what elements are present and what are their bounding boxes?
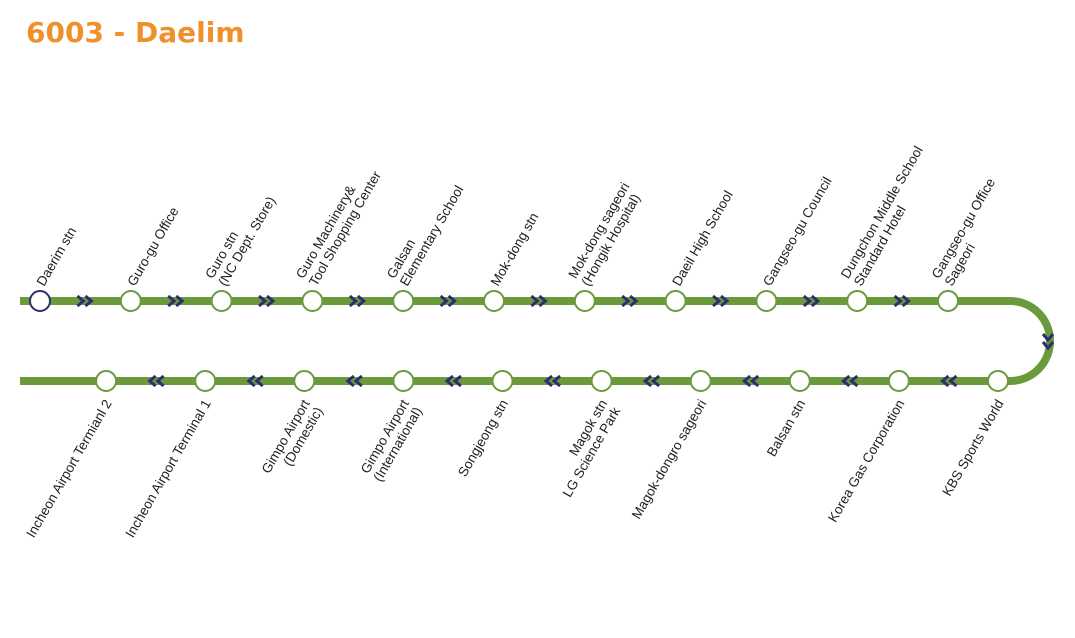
- station[interactable]: GalsanElementary School: [384, 175, 467, 312]
- station-label: GalsanElementary School: [384, 175, 467, 288]
- station-marker[interactable]: [293, 370, 316, 392]
- direction-chevron-icon: [348, 294, 367, 308]
- station-label: Mok-dong sageori(Hongik Hospital): [565, 180, 645, 289]
- station-label: Balsan stn: [764, 397, 809, 459]
- station-marker[interactable]: [483, 290, 505, 312]
- station-marker[interactable]: [689, 370, 712, 392]
- stations: Daerim stn Guro-gu Office Guro stn(NC Dept…: [23, 144, 1012, 540]
- station-marker[interactable]: [664, 290, 687, 312]
- station[interactable]: Guro Machinery&Tool Shopping Center: [293, 161, 384, 312]
- station-label: Dungchon Middle SchoolStandard Hotel: [838, 144, 939, 289]
- direction-chevron-icon: [712, 294, 730, 308]
- station[interactable]: KBS Sports World: [939, 370, 1009, 499]
- station[interactable]: Guro stn(NC Dept. Store): [202, 186, 278, 312]
- station-marker[interactable]: [95, 370, 118, 392]
- station-marker[interactable]: [29, 290, 51, 312]
- direction-chevron-icon: [841, 374, 859, 388]
- direction-chevron-icon: [345, 374, 363, 388]
- station-label: Gimpo Airport(International): [357, 397, 425, 484]
- station-label: Guro stn(NC Dept. Store): [202, 186, 278, 288]
- direction-chevron-icon: [893, 294, 911, 308]
- route-line: [20, 297, 1054, 385]
- station-marker[interactable]: [573, 290, 596, 312]
- direction-chevron-icon: [76, 294, 94, 308]
- direction-chevron-icon: [802, 294, 821, 308]
- route-title: 6003 - Daelim: [26, 16, 245, 49]
- direction-chevron-icon: [444, 374, 462, 388]
- station-marker[interactable]: [846, 290, 869, 312]
- station[interactable]: Incheon Airport Terminal 1: [123, 370, 217, 540]
- direction-chevron-icon: [147, 374, 165, 388]
- station-marker[interactable]: [887, 370, 910, 392]
- direction-chevron-icon: [530, 294, 548, 308]
- station-marker[interactable]: [392, 370, 415, 392]
- station-label: Guro-gu Office: [124, 205, 181, 289]
- station[interactable]: Magok-dongro sageori: [629, 370, 712, 521]
- station-label: Daerim stn: [34, 224, 80, 288]
- station-marker[interactable]: [301, 290, 324, 312]
- station[interactable]: Guro-gu Office: [119, 205, 182, 312]
- direction-chevron-icon: [167, 294, 185, 308]
- station-label: Gangseo-gu OfficeSageori: [929, 176, 1012, 289]
- station-label: Guro Machinery&Tool Shopping Center: [293, 161, 384, 289]
- direction-chevron-icon: [741, 374, 760, 388]
- direction-chevron-icon: [940, 374, 958, 388]
- station-marker[interactable]: [590, 370, 613, 392]
- direction-chevron-icon: [246, 374, 264, 388]
- station-marker[interactable]: [788, 370, 811, 392]
- station-marker[interactable]: [755, 290, 778, 312]
- station[interactable]: Gimpo Airport(Domestic): [259, 370, 326, 484]
- station-marker[interactable]: [937, 290, 959, 312]
- direction-chevron-icon: [543, 374, 562, 388]
- station-marker[interactable]: [119, 290, 142, 312]
- station[interactable]: Gangseo-gu Council: [755, 174, 835, 312]
- station-label: Magok stnLG Science Park: [547, 397, 624, 500]
- station[interactable]: Daeil High School: [664, 188, 736, 312]
- station-label: Incheon Airport Terminal 1: [123, 397, 214, 540]
- station-marker[interactable]: [491, 370, 514, 392]
- station[interactable]: Gangseo-gu OfficeSageori: [929, 176, 1012, 312]
- station-label: Daeil High School: [669, 188, 736, 288]
- direction-chevron-icon: [439, 294, 457, 308]
- direction-chevron-icon: [642, 374, 661, 388]
- station[interactable]: Incheon Airport Termianl 2: [23, 370, 118, 540]
- station-label: Gangseo-gu Council: [760, 174, 835, 288]
- station-marker[interactable]: [194, 370, 217, 392]
- direction-chevron-icon: [258, 294, 276, 308]
- station[interactable]: Mok-dong sageori(Hongik Hospital): [565, 180, 645, 312]
- station-label: Songjeong stn: [455, 397, 511, 479]
- station-label: Magok-dongro sageori: [629, 397, 710, 521]
- station[interactable]: Dungchon Middle SchoolStandard Hotel: [838, 144, 939, 312]
- station-marker[interactable]: [987, 370, 1009, 392]
- station-label: Mok-dong stn: [488, 210, 542, 288]
- station-marker[interactable]: [392, 290, 415, 312]
- station[interactable]: Gimpo Airport(International): [357, 370, 425, 484]
- direction-chevron-icon: [621, 294, 639, 308]
- station-label: Korea Gas Corporation: [825, 397, 907, 525]
- station-label: Gimpo Airport(Domestic): [259, 397, 326, 484]
- station-label: KBS Sports World: [939, 397, 1006, 499]
- direction-arrows: [76, 294, 1055, 388]
- direction-chevron-icon: [1041, 333, 1055, 351]
- station-marker[interactable]: [210, 290, 233, 312]
- station[interactable]: Songjeong stn: [455, 370, 514, 479]
- station[interactable]: Korea Gas Corporation: [825, 370, 910, 525]
- station-label: Incheon Airport Termianl 2: [23, 397, 114, 540]
- station[interactable]: Magok stnLG Science Park: [547, 370, 624, 500]
